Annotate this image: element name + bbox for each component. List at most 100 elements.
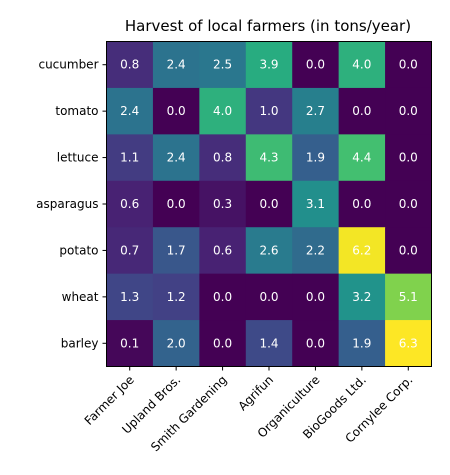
heatmap-cell [245, 87, 293, 135]
cell-value-label: 3.2 [352, 290, 371, 304]
cell-value-label: 1.9 [306, 151, 325, 165]
cell-value-label: 4.4 [352, 151, 371, 165]
heatmap-cell [292, 320, 340, 367]
heatmap-cell [199, 134, 247, 182]
cell-value-label: 2.4 [167, 151, 186, 165]
heatmap-cell [338, 87, 386, 135]
cell-value-label: 0.6 [213, 243, 232, 257]
heatmap-cell [385, 134, 432, 182]
cell-value-label: 1.7 [167, 243, 186, 257]
cell-value-label: 2.4 [167, 58, 186, 72]
cell-value-label: 0.0 [306, 290, 325, 304]
cell-value-label: 3.1 [306, 197, 325, 211]
heatmap-cell [292, 41, 340, 89]
cell-value-label: 0.0 [167, 197, 186, 211]
cell-value-label: 1.0 [259, 104, 278, 118]
heatmap-cell [385, 320, 432, 367]
cell-value-label: 0.0 [352, 104, 371, 118]
cell-value-label: 5.1 [399, 290, 418, 304]
heatmap-cell [106, 227, 154, 275]
heatmap-cell [245, 227, 293, 275]
cell-value-label: 0.0 [399, 104, 418, 118]
y-tick-label: barley [61, 336, 99, 350]
heatmap-cell [292, 87, 340, 135]
cell-value-label: 1.9 [352, 336, 371, 350]
heatmap-cell [245, 273, 293, 321]
heatmap-cell [385, 87, 432, 135]
cell-value-label: 2.0 [167, 336, 186, 350]
heatmap-cell [385, 227, 432, 275]
heatmap-cell [152, 41, 200, 89]
cell-value-label: 0.0 [306, 336, 325, 350]
cell-value-label: 0.0 [259, 197, 278, 211]
heatmap-cell [106, 41, 154, 89]
heatmap-cell [245, 41, 293, 89]
cell-value-label: 0.0 [213, 290, 232, 304]
y-tick-label: lettuce [57, 151, 99, 165]
y-tick-label: cucumber [38, 58, 98, 72]
heatmap-cell [338, 134, 386, 182]
heatmap-cell [338, 320, 386, 367]
cell-value-label: 1.4 [259, 336, 278, 350]
y-tick-label: tomato [55, 104, 98, 118]
heatmap-cell [106, 273, 154, 321]
cell-value-label: 2.4 [120, 104, 139, 118]
heatmap-cell [152, 320, 200, 367]
heatmap-cell [292, 227, 340, 275]
heatmap-cell [199, 180, 247, 228]
cell-value-label: 0.0 [399, 151, 418, 165]
cell-value-label: 0.0 [213, 336, 232, 350]
cell-value-label: 0.0 [399, 58, 418, 72]
cell-value-label: 2.5 [213, 58, 232, 72]
y-tick-label: asparagus [36, 197, 98, 211]
heatmap-cell [385, 273, 432, 321]
heatmap-cell [338, 180, 386, 228]
cell-value-label: 0.0 [352, 197, 371, 211]
cell-value-label: 0.3 [213, 197, 232, 211]
cell-value-label: 0.0 [399, 243, 418, 257]
cell-value-label: 0.0 [306, 58, 325, 72]
cell-value-label: 6.2 [352, 243, 371, 257]
heatmap-cell [106, 320, 154, 367]
cell-value-label: 4.0 [213, 104, 232, 118]
heatmap-cell [292, 134, 340, 182]
heatmap-cell [152, 180, 200, 228]
cell-value-label: 2.7 [306, 104, 325, 118]
heatmap-cell [292, 180, 340, 228]
cell-value-label: 4.3 [259, 151, 278, 165]
cell-value-label: 0.8 [120, 58, 139, 72]
heatmap-cell [106, 134, 154, 182]
y-axis: cucumber tomato lettuce asparagus potato whea… [36, 58, 107, 350]
heatmap-cell [199, 320, 247, 367]
heatmap-cell [385, 180, 432, 228]
heatmap-cell [106, 87, 154, 135]
heatmap-cell [292, 273, 340, 321]
cell-value-label: 6.3 [399, 336, 418, 350]
heatmap-cell [245, 180, 293, 228]
heatmap-cell [152, 87, 200, 135]
cell-value-label: 3.9 [259, 58, 278, 72]
heatmap-cell [245, 320, 293, 367]
heatmap-cell [152, 134, 200, 182]
heatmap-cell [338, 227, 386, 275]
x-tick-label: Agrifun [235, 373, 276, 414]
heatmap-cell [338, 273, 386, 321]
chart-title: Harvest of local farmers (in tons/year) [125, 17, 411, 35]
heatmap-cell [199, 227, 247, 275]
heatmap-cell [338, 41, 386, 89]
cell-value-label: 0.8 [213, 151, 232, 165]
heatmap-cell [199, 87, 247, 135]
cell-value-label: 0.0 [167, 104, 186, 118]
heatmap-cell [152, 273, 200, 321]
y-tick-label: potato [59, 243, 98, 257]
cell-value-label: 2.6 [259, 243, 278, 257]
heatmap-cell [199, 273, 247, 321]
heatmap-cell [106, 180, 154, 228]
cell-value-label: 0.7 [120, 243, 139, 257]
heatmap-cell [199, 41, 247, 89]
cell-value-label: 0.6 [120, 197, 139, 211]
cell-value-label: 0.0 [259, 290, 278, 304]
cell-value-label: 0.1 [120, 336, 139, 350]
